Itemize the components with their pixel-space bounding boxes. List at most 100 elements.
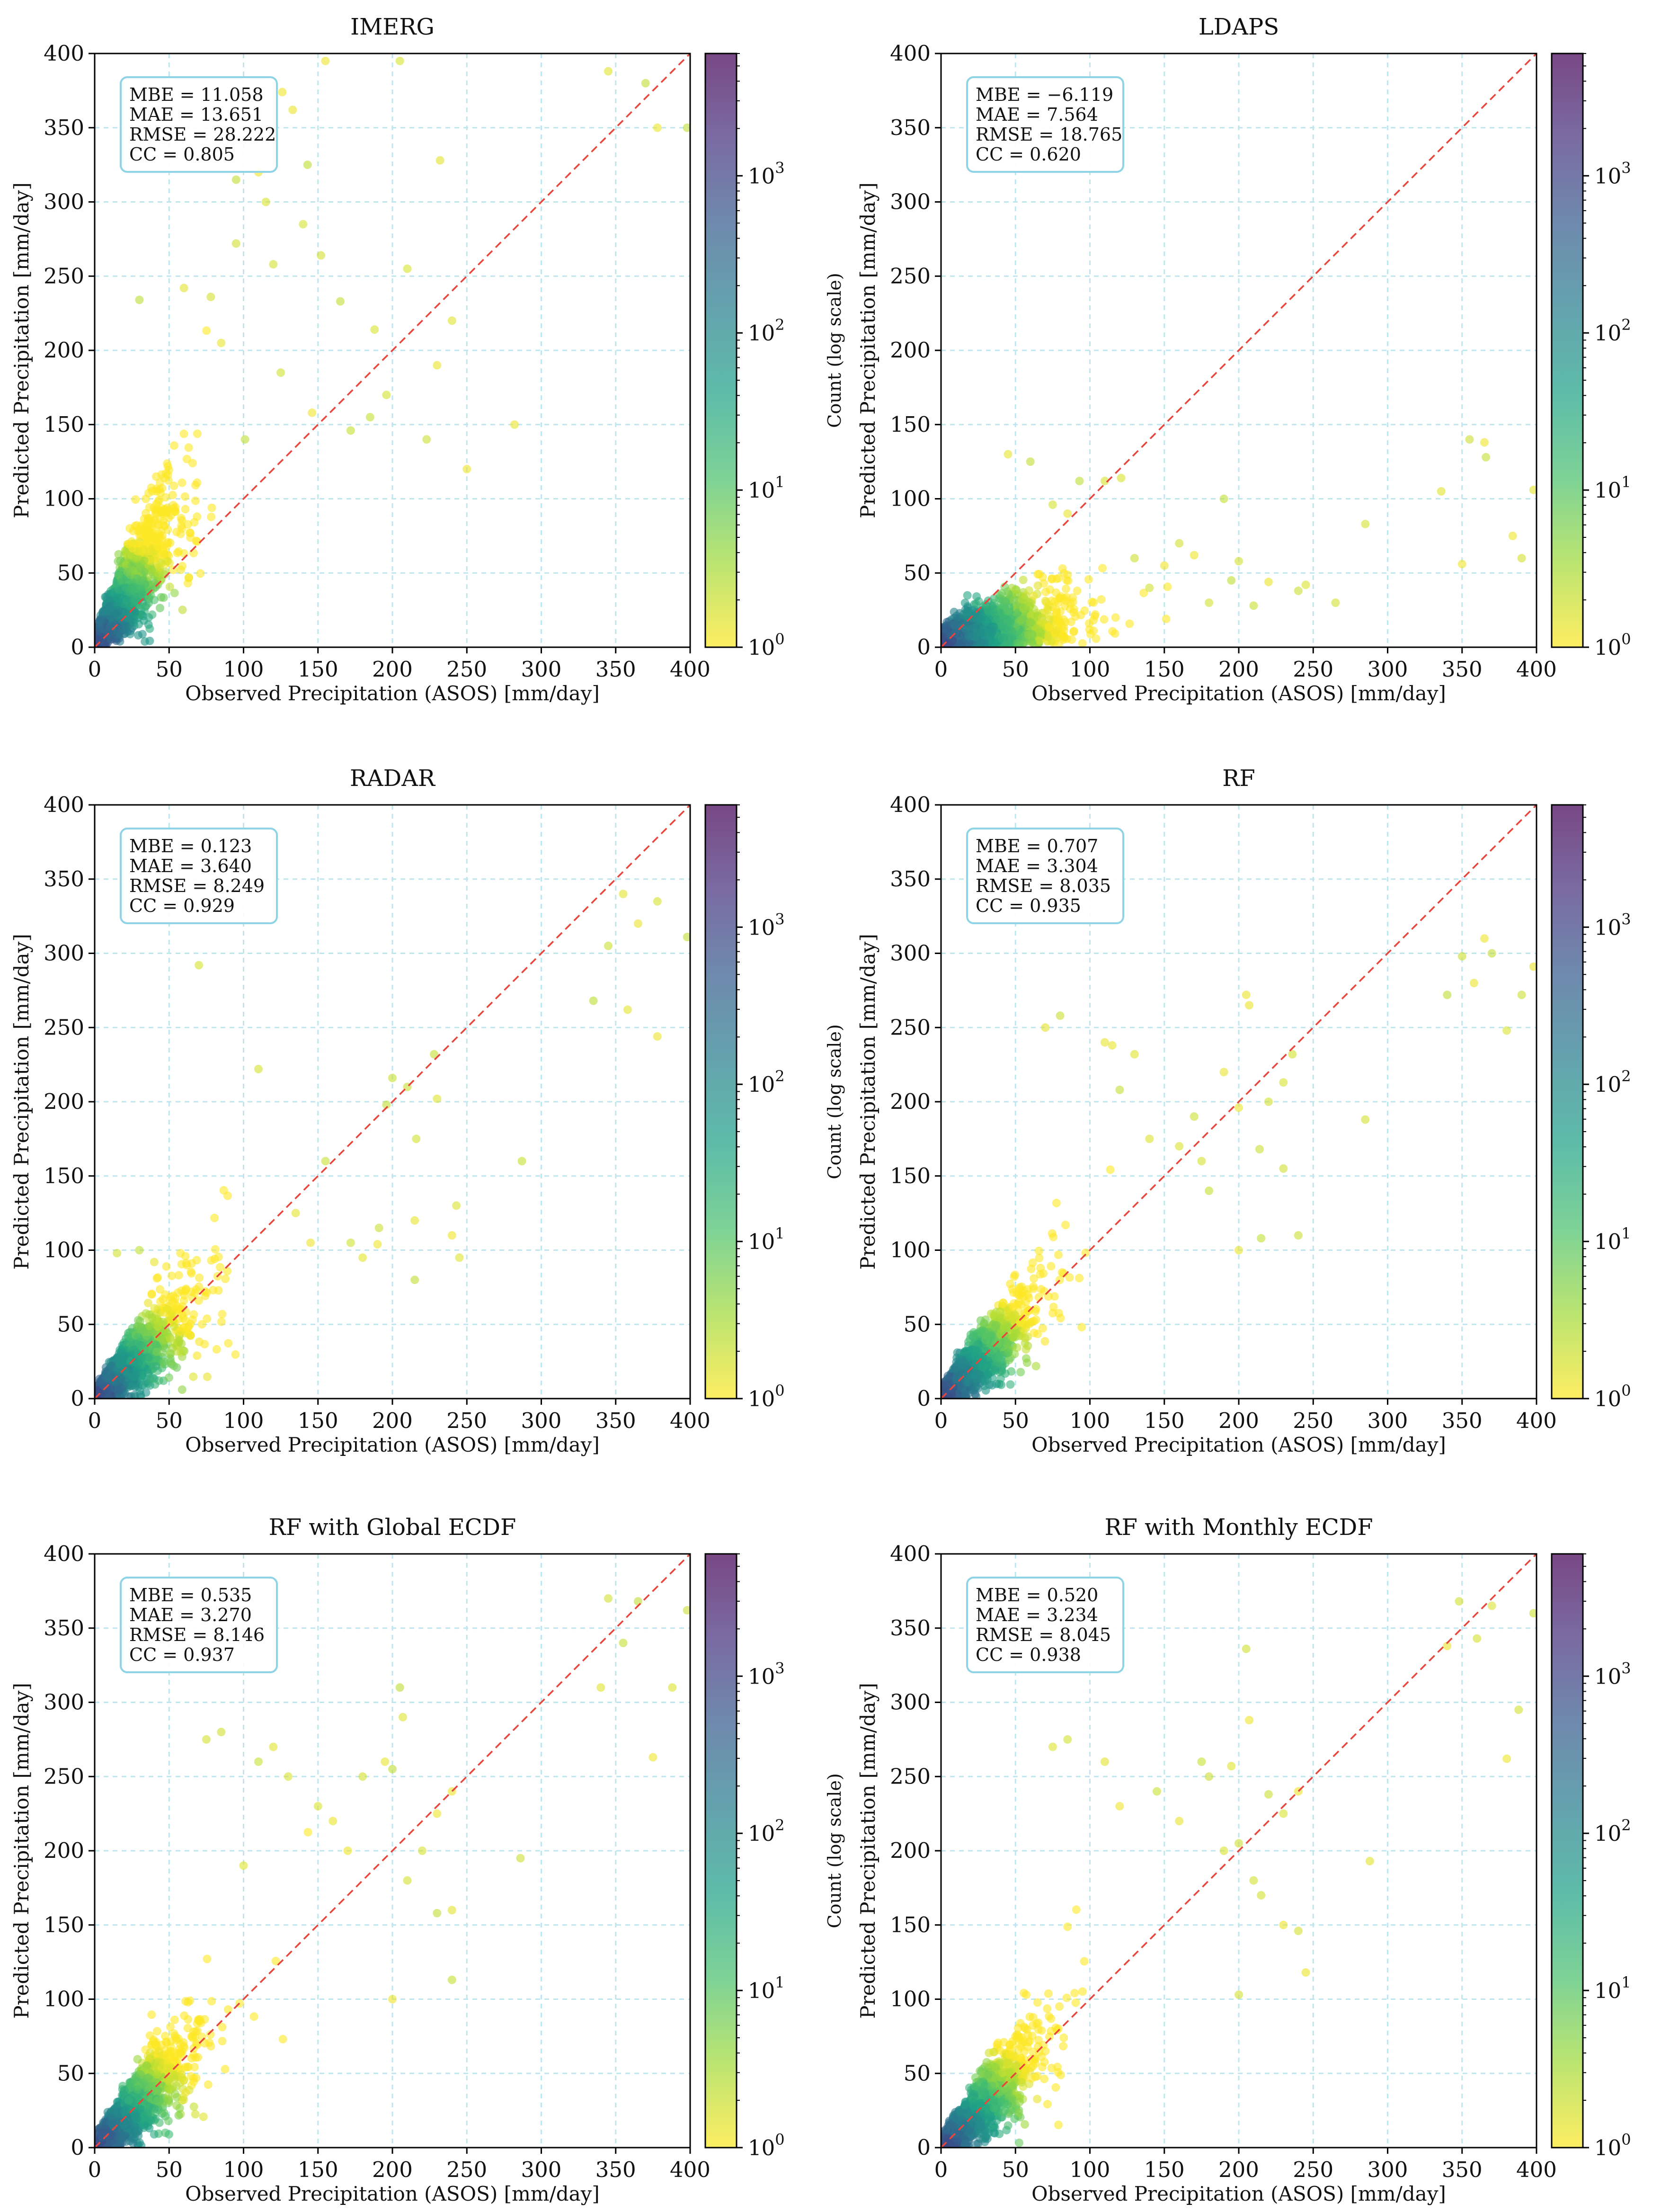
data-point (140, 556, 149, 565)
colorbar-tick-label: 102 (748, 316, 785, 346)
data-point (131, 608, 140, 617)
stats-box (120, 76, 278, 173)
data-point (121, 622, 130, 631)
y-tick-label: 150 (44, 412, 84, 437)
data-point (144, 613, 153, 622)
data-point (143, 528, 152, 537)
colorbar-tick-label: 100 (748, 630, 785, 660)
data-point (1097, 595, 1106, 604)
data-point (193, 478, 202, 487)
data-point (1067, 635, 1076, 644)
data-point (174, 547, 183, 556)
data-point (365, 413, 374, 422)
data-point (151, 472, 160, 481)
y-tick-label: 250 (44, 263, 84, 288)
y-tick-label: 350 (44, 115, 84, 140)
x-tick-label: 250 (446, 657, 487, 682)
colorbar-tick-base: 10 (748, 635, 775, 660)
data-point (158, 551, 167, 560)
data-point (1111, 613, 1120, 622)
colorbar-tick-label: 101 (748, 473, 785, 503)
data-point (382, 391, 391, 400)
data-point (135, 295, 144, 304)
data-point (159, 508, 168, 517)
data-point (145, 624, 154, 633)
data-point (188, 459, 197, 468)
data-point (604, 67, 613, 76)
data-point (146, 514, 155, 523)
data-point (196, 569, 205, 578)
data-point (136, 562, 145, 571)
data-point (163, 462, 172, 471)
data-point (370, 325, 379, 334)
data-point (114, 550, 123, 559)
one-to-one-line (94, 53, 691, 648)
data-point (122, 561, 131, 570)
colorbar-tick-label: 103 (748, 159, 785, 188)
data-point (96, 616, 105, 625)
data-point (181, 505, 190, 514)
data-point (206, 293, 215, 302)
data-point (191, 496, 200, 505)
y-tick-label: 100 (44, 486, 84, 511)
x-axis-label: Observed Precipitation (ASOS) [mm/day] (185, 682, 600, 705)
x-tick-label: 200 (372, 657, 413, 682)
data-point (683, 123, 690, 132)
panel-1: 0 50 100 150 200 250 300 350 4000501001502002503… (10, 14, 845, 705)
data-point (1000, 582, 1009, 591)
panel-title: IMERG (350, 14, 435, 40)
y-tick-label: 50 (57, 560, 84, 585)
data-point (269, 260, 278, 269)
data-point (157, 593, 166, 602)
colorbar-tick-base: 10 (748, 478, 775, 503)
data-point (170, 589, 179, 598)
data-point (1054, 574, 1063, 583)
data-point (308, 408, 317, 417)
data-point (1110, 629, 1119, 638)
y-tick-label: 0 (71, 634, 84, 660)
data-point (184, 443, 193, 452)
data-point (123, 568, 132, 576)
y-tick-label: 200 (44, 338, 84, 363)
stats-line: MAE = 13.651 (129, 104, 263, 125)
data-point (336, 297, 345, 306)
data-point (510, 420, 519, 429)
data-point (178, 606, 187, 615)
data-point (179, 284, 188, 293)
data-point (170, 506, 179, 515)
data-point (303, 161, 312, 169)
data-point (447, 316, 456, 325)
data-point (178, 478, 187, 487)
data-point (202, 326, 211, 335)
data-point (261, 197, 270, 206)
data-point (240, 435, 249, 444)
data-point (155, 496, 164, 504)
data-point (179, 429, 188, 438)
data-point (164, 476, 173, 485)
data-point (133, 547, 142, 556)
data-point (125, 524, 134, 533)
data-point (207, 512, 216, 521)
data-point (169, 482, 178, 491)
data-point (278, 88, 287, 97)
data-point (189, 549, 198, 558)
data-point (231, 175, 240, 184)
data-point (190, 518, 199, 527)
data-point (653, 123, 662, 132)
panel-2: 0 50 100 150 200 250 300 350 4000501001502002503… (856, 14, 1631, 705)
data-point (147, 565, 156, 574)
data-point (641, 79, 650, 88)
colorbar-tick-exponent: 1 (775, 473, 784, 491)
data-point (111, 620, 120, 629)
data-point (138, 590, 147, 599)
data-point (115, 598, 124, 607)
data-point (177, 514, 186, 523)
data-point (165, 582, 174, 591)
data-point (102, 607, 111, 616)
data-point (963, 591, 972, 600)
y-tick-label: 400 (44, 41, 84, 66)
colorbar-tick-base: 10 (748, 321, 775, 346)
data-point (168, 491, 177, 499)
colorbar-label: Count (log scale) (824, 273, 845, 428)
